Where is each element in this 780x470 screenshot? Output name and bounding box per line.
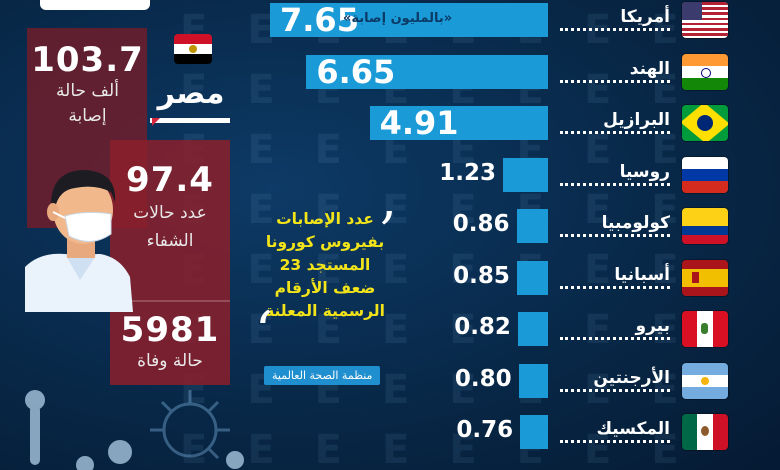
country-label-0: أمريكا: [560, 7, 670, 31]
quote-close-icon: ,: [255, 304, 273, 367]
quote-text: عدد الإصابات بفيروس كورونا المستجد 23 ضع…: [250, 208, 400, 323]
country-label-5: أسبانيا: [560, 265, 670, 289]
russia-flag-icon: [682, 156, 728, 193]
quote-line-5: الرسمية المعلنة: [265, 302, 385, 320]
india-flag-icon: [682, 53, 728, 90]
bar-3: [503, 157, 548, 192]
argentina-flag-icon: [682, 362, 728, 399]
masked-person-illustration: [25, 170, 133, 312]
value-label-5: 0.85: [453, 262, 510, 289]
bar-4: [516, 209, 548, 243]
peru-flag-icon: [682, 311, 728, 347]
egypt-label: مصر: [157, 76, 225, 111]
egypt-label-underline: [150, 118, 230, 123]
colombia-flag-icon: [682, 208, 728, 244]
recovered-label-2: الشفاء: [146, 231, 194, 251]
recovered-label-1: عدد حالات: [133, 203, 207, 223]
bar-5: [517, 260, 548, 295]
watermark-pattern: EEEEEEEE EEEEEEEE EEEEEEEE EEEEEEEE EEEEEEEE…: [180, 7, 719, 470]
value-label-7: 0.80: [454, 365, 512, 392]
value-label-4: 0.86: [452, 211, 510, 237]
bar-0: [270, 3, 548, 37]
virus-decoration: [25, 390, 244, 470]
cases-label-1: ألف حالة: [56, 81, 119, 101]
value-label-8: 0.76: [456, 417, 514, 443]
country-label-1: الهند: [560, 59, 670, 83]
brazil-flag-icon: [682, 105, 728, 141]
bar-2: [369, 106, 548, 140]
value-label-6: 0.82: [454, 314, 511, 340]
country-label-2: البرازيل: [560, 110, 670, 134]
quote-line-1: عدد الإصابات: [276, 210, 374, 228]
value-label-0: 7.65: [280, 1, 359, 39]
egypt-flag-icon: [174, 34, 212, 64]
country-label-3: روسيا: [560, 162, 670, 186]
value-label-3: 1.23: [439, 159, 497, 186]
panel-divider: [110, 300, 230, 302]
deaths-label: حالة وفاة: [137, 351, 203, 371]
bar-7: [518, 363, 548, 398]
country-label-6: بيرو: [560, 316, 670, 340]
country-label-4: كولومبيا: [560, 213, 670, 237]
cases-label-2: إصابة: [68, 106, 107, 126]
bar-1: [306, 54, 548, 89]
egypt-label-accent: [152, 118, 160, 126]
deaths-value: 5981: [120, 310, 220, 350]
quote-line-2: بفيروس كورونا: [265, 233, 385, 251]
bar-6: [518, 312, 548, 346]
quote-line-3: المستجد 23: [279, 256, 371, 274]
country-label-7: الأرجنتين: [560, 368, 670, 392]
quote-line-4: ضعف الأرقام: [274, 279, 376, 297]
spain-flag-icon: [682, 259, 728, 296]
title-fragment: [40, 0, 150, 10]
mexico-flag-icon: [682, 414, 728, 450]
recovered-panel: [110, 140, 230, 385]
quote-open-icon: ,: [380, 167, 398, 230]
cases-value: 103.7: [31, 40, 144, 80]
chart-unit-note: «بالمليون إصابة»: [343, 11, 453, 26]
country-label-8: المكسيك: [560, 419, 670, 443]
value-label-1: 6.65: [316, 52, 396, 91]
usa-flag-icon: [682, 2, 728, 38]
recovered-value: 97.4: [126, 160, 214, 200]
value-label-2: 4.91: [379, 104, 459, 142]
source-badge: منظمة الصحة العالمية: [264, 366, 381, 385]
bar-8: [520, 415, 548, 449]
